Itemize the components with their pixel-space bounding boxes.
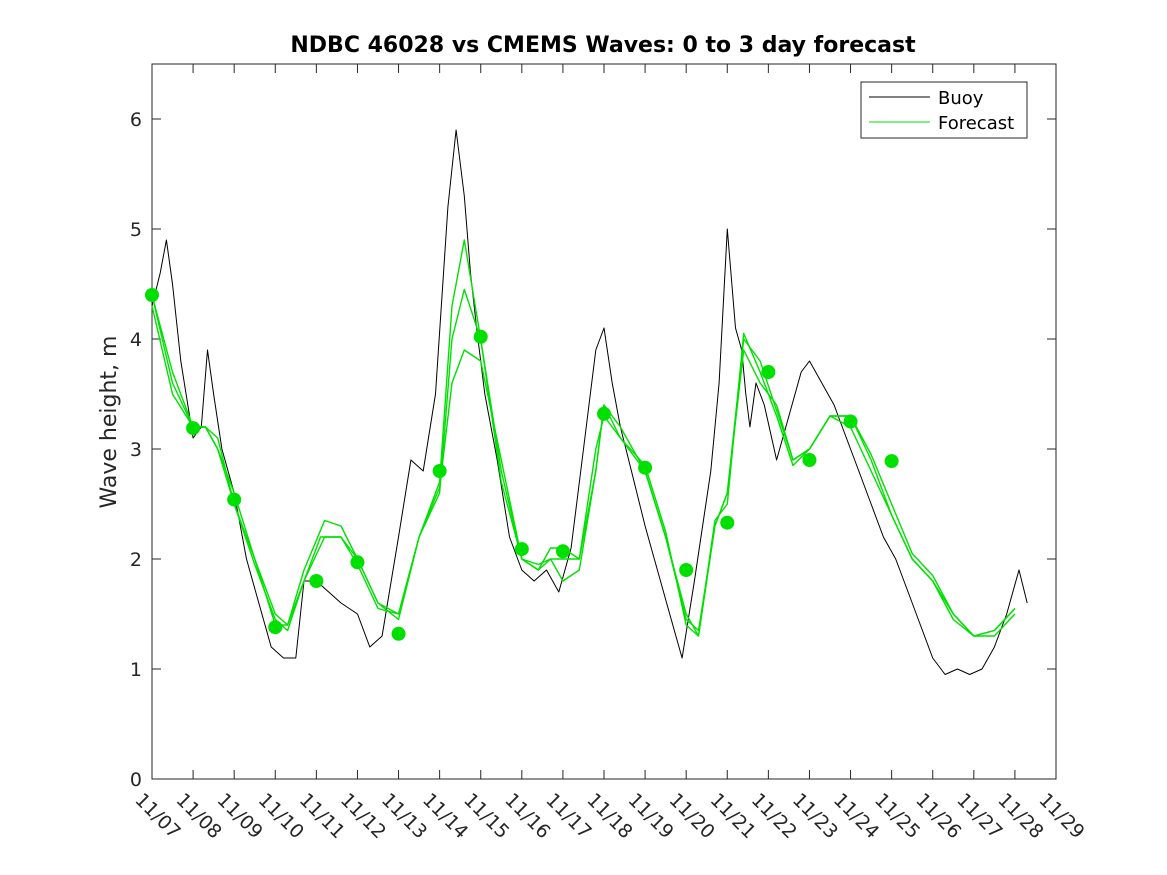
forecast-point (597, 406, 611, 421)
x-tick-label: 11/24 (829, 789, 883, 843)
legend-box (860, 81, 1028, 139)
legend-label-buoy: Buoy (938, 88, 984, 109)
x-tick-label: 11/19 (624, 789, 678, 843)
x-tick-label: 11/28 (993, 789, 1047, 843)
y-tick-label: 0 (130, 769, 142, 791)
forecast-point (186, 421, 201, 436)
x-tick-label: 11/08 (172, 789, 226, 843)
x-tick-label: 11/10 (254, 789, 308, 843)
chart-title: NDBC 46028 vs CMEMS Waves: 0 to 3 day fo… (290, 33, 916, 58)
y-tick-label: 2 (130, 549, 142, 571)
y-tick-label: 6 (130, 109, 142, 131)
x-tick-label: 11/25 (870, 789, 924, 843)
x-tick-label: 11/12 (336, 789, 390, 843)
forecast-point (309, 574, 324, 588)
plot-area: 11/0711/0811/0911/1011/1111/1211/1311/14… (130, 63, 1089, 843)
forecast-point (350, 555, 365, 570)
x-tick-label: 11/16 (500, 789, 554, 843)
y-tick-label: 1 (130, 659, 142, 681)
forecast-point (145, 288, 159, 302)
y-tick-label: 4 (130, 329, 142, 351)
forecast-point (720, 515, 735, 530)
forecast-point (638, 460, 653, 475)
x-tick-label: 11/22 (747, 789, 801, 843)
series-line-forecast (151, 239, 1016, 637)
forecast-point (391, 626, 406, 641)
legend: Buoy Forecast (860, 81, 1028, 139)
x-tick-label: 11/09 (213, 789, 267, 843)
x-tick-label: 11/14 (418, 789, 472, 843)
forecast-point (884, 454, 899, 469)
x-tick-label: 11/17 (541, 789, 595, 843)
axes-box (151, 63, 1057, 780)
legend-label-forecast: Forecast (938, 113, 1014, 134)
forecast-point (473, 329, 488, 344)
x-tick-label: 11/21 (706, 789, 760, 843)
x-tick-label: 11/18 (582, 789, 636, 843)
x-tick-label: 11/23 (788, 789, 842, 843)
y-tick-label: 3 (130, 439, 142, 461)
x-tick-label: 11/13 (377, 789, 431, 843)
forecast-point (268, 620, 283, 635)
forecast-point (802, 453, 817, 467)
forecast-point (679, 563, 694, 577)
forecast-point (432, 464, 447, 478)
x-tick-label: 11/11 (295, 789, 349, 843)
x-tick-label: 11/27 (952, 789, 1006, 843)
x-tick-label: 11/29 (1034, 789, 1088, 843)
series-line-forecast (151, 305, 1016, 637)
x-tick-label: 11/15 (459, 789, 513, 843)
y-axis-label: Wave height, m (97, 336, 122, 509)
x-tick-label: 11/07 (130, 789, 184, 843)
series-line-buoy (151, 129, 1028, 675)
forecast-point (227, 492, 242, 507)
x-tick-label: 11/20 (665, 789, 719, 843)
forecast-point (761, 365, 776, 379)
x-tick-label: 11/26 (911, 789, 965, 843)
y-tick-label: 5 (130, 219, 142, 241)
forecast-point (555, 544, 570, 559)
forecast-point (514, 542, 529, 557)
forecast-point (843, 414, 858, 429)
